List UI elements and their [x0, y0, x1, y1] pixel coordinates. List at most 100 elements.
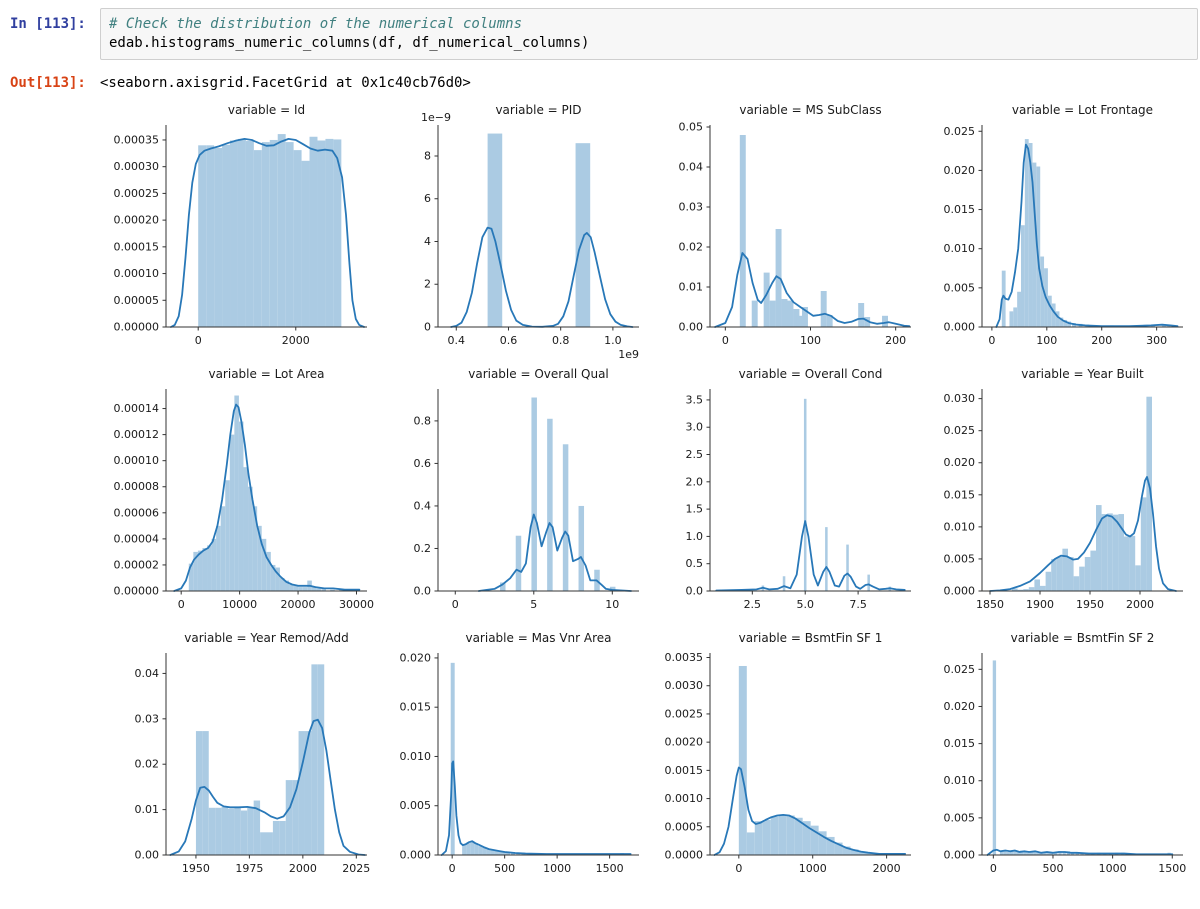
svg-text:0.005: 0.005 — [944, 281, 976, 294]
svg-text:0.015: 0.015 — [944, 488, 976, 501]
svg-text:0.0030: 0.0030 — [665, 679, 704, 692]
svg-text:variable = Year Built: variable = Year Built — [1021, 367, 1144, 381]
svg-text:0.020: 0.020 — [944, 700, 976, 713]
svg-text:0.00035: 0.00035 — [114, 133, 160, 146]
svg-text:0.00000: 0.00000 — [114, 321, 160, 334]
svg-text:6: 6 — [424, 192, 431, 205]
svg-text:1.0: 1.0 — [686, 530, 704, 543]
svg-text:1e9: 1e9 — [618, 348, 639, 361]
svg-text:500: 500 — [1042, 862, 1063, 875]
svg-text:1.5: 1.5 — [686, 503, 704, 516]
subplot-id-canvas: 0.00000 0.00005 0.00010 0.00015 0.00020 0.000… — [114, 103, 367, 347]
svg-text:30000: 30000 — [339, 598, 374, 611]
subplot-lot-frontage-canvas: 0.000 0.005 0.010 0.015 0.020 0.025 0 100 200 300… — [944, 103, 1183, 347]
svg-text:0.00: 0.00 — [135, 849, 160, 862]
svg-text:0.00030: 0.00030 — [114, 160, 160, 173]
svg-text:5.0: 5.0 — [796, 598, 814, 611]
svg-text:0.0025: 0.0025 — [665, 707, 704, 720]
svg-text:0.0020: 0.0020 — [665, 736, 704, 749]
svg-text:variable = Overall Cond: variable = Overall Cond — [739, 367, 883, 381]
svg-text:0: 0 — [452, 598, 459, 611]
subplot-bsmtfin-sf-2: 0.000 0.005 0.010 0.015 0.020 0.025 0 500 1000 15… — [920, 627, 1192, 891]
svg-text:4: 4 — [424, 235, 431, 248]
subplot-pid-canvas: 0 2 4 6 8 0.4 0.6 0.8 1.0 variable = PID 1e−9 1e9 — [421, 103, 639, 361]
svg-text:0.010: 0.010 — [944, 242, 976, 255]
svg-text:variable = Id: variable = Id — [228, 103, 305, 117]
svg-text:0: 0 — [449, 862, 456, 875]
svg-text:0.020: 0.020 — [400, 651, 432, 664]
svg-text:1950: 1950 — [1076, 598, 1104, 611]
svg-text:0.00015: 0.00015 — [114, 240, 160, 253]
svg-text:0.0035: 0.0035 — [665, 651, 704, 664]
svg-text:0.025: 0.025 — [944, 663, 976, 676]
subplot-bsmtfin-sf-2-canvas: 0.000 0.005 0.010 0.015 0.020 0.025 0 500 1000 15… — [944, 631, 1187, 875]
svg-text:0.00004: 0.00004 — [114, 532, 160, 545]
svg-text:100: 100 — [1036, 334, 1057, 347]
output-cell: Out[113]: <seaborn.axisgrid.FacetGrid at… — [0, 74, 1200, 93]
svg-text:variable = Year Remod/Add: variable = Year Remod/Add — [184, 631, 348, 645]
svg-text:0.5: 0.5 — [686, 557, 704, 570]
svg-text:8: 8 — [424, 149, 431, 162]
input-cell: In [113]: # Check the distribution of th… — [0, 8, 1200, 60]
svg-text:0.00002: 0.00002 — [114, 558, 160, 571]
svg-text:200: 200 — [885, 334, 906, 347]
svg-text:0.00025: 0.00025 — [114, 187, 160, 200]
svg-text:0.005: 0.005 — [944, 811, 976, 824]
svg-text:5: 5 — [530, 598, 537, 611]
svg-text:1500: 1500 — [1158, 862, 1186, 875]
svg-text:0.2: 0.2 — [414, 542, 432, 555]
subplot-year-built: 0.000 0.005 0.010 0.015 0.020 0.025 0.030 1850 1… — [920, 363, 1192, 627]
svg-text:1000: 1000 — [1099, 862, 1127, 875]
subplot-ms-subclass-canvas: 0.00 0.01 0.02 0.03 0.04 0.05 0 100 200 variable … — [679, 103, 911, 347]
svg-text:10: 10 — [605, 598, 619, 611]
svg-text:1900: 1900 — [1026, 598, 1054, 611]
subplot-year-remod-add-canvas: 0.00 0.01 0.02 0.03 0.04 1950 1975 2000 2025 vari… — [135, 631, 371, 875]
svg-text:2025: 2025 — [342, 862, 370, 875]
svg-text:0.0: 0.0 — [686, 585, 704, 598]
svg-text:0: 0 — [178, 598, 185, 611]
svg-text:0.015: 0.015 — [944, 737, 976, 750]
input-prompt: In [113]: — [10, 16, 86, 32]
svg-text:0.8: 0.8 — [552, 334, 570, 347]
svg-text:0.015: 0.015 — [944, 203, 976, 216]
svg-text:2.5: 2.5 — [686, 448, 704, 461]
svg-text:1500: 1500 — [596, 862, 624, 875]
svg-text:0.020: 0.020 — [944, 164, 976, 177]
svg-text:500: 500 — [494, 862, 515, 875]
svg-text:2000: 2000 — [1126, 598, 1154, 611]
svg-text:0.000: 0.000 — [944, 849, 976, 862]
svg-text:variable = MS SubClass: variable = MS SubClass — [739, 103, 881, 117]
subplot-year-remod-add: 0.00 0.01 0.02 0.03 0.04 1950 1975 2000 2025 vari… — [104, 627, 376, 891]
svg-text:0: 0 — [988, 334, 995, 347]
svg-text:1975: 1975 — [235, 862, 263, 875]
svg-text:7.5: 7.5 — [849, 598, 867, 611]
svg-text:0.03: 0.03 — [135, 712, 160, 725]
svg-text:0.005: 0.005 — [400, 799, 432, 812]
subplot-id: 0.00000 0.00005 0.00010 0.00015 0.00020 0.000… — [104, 99, 376, 363]
subplot-lot-area: 0.00000 0.00002 0.00004 0.00006 0.00008 0.000… — [104, 363, 376, 627]
svg-text:0.00010: 0.00010 — [114, 267, 160, 280]
svg-text:2000: 2000 — [289, 862, 317, 875]
subplot-lot-area-canvas: 0.00000 0.00002 0.00004 0.00006 0.00008 0.000… — [114, 367, 374, 611]
svg-text:1000: 1000 — [543, 862, 571, 875]
svg-text:2.0: 2.0 — [686, 475, 704, 488]
svg-text:0: 0 — [990, 862, 997, 875]
svg-text:0.030: 0.030 — [944, 392, 976, 405]
svg-text:0.04: 0.04 — [679, 161, 704, 174]
svg-text:0: 0 — [722, 334, 729, 347]
svg-text:0.6: 0.6 — [414, 457, 432, 470]
code-editor[interactable]: # Check the distribution of the numerica… — [100, 8, 1198, 60]
subplot-ms-subclass: 0.00 0.01 0.02 0.03 0.04 0.05 0 100 200 variable … — [648, 99, 920, 363]
svg-text:1e−9: 1e−9 — [421, 111, 451, 124]
svg-text:variable = PID: variable = PID — [495, 103, 581, 117]
svg-text:2.5: 2.5 — [744, 598, 762, 611]
svg-text:0: 0 — [195, 334, 202, 347]
svg-text:300: 300 — [1146, 334, 1167, 347]
svg-text:0.00010: 0.00010 — [114, 454, 160, 467]
svg-text:0.000: 0.000 — [944, 321, 976, 334]
svg-text:variable = BsmtFin SF 1: variable = BsmtFin SF 1 — [739, 631, 883, 645]
svg-text:10000: 10000 — [222, 598, 257, 611]
svg-text:1950: 1950 — [182, 862, 210, 875]
svg-text:0.8: 0.8 — [414, 414, 432, 427]
svg-text:0.01: 0.01 — [135, 803, 160, 816]
